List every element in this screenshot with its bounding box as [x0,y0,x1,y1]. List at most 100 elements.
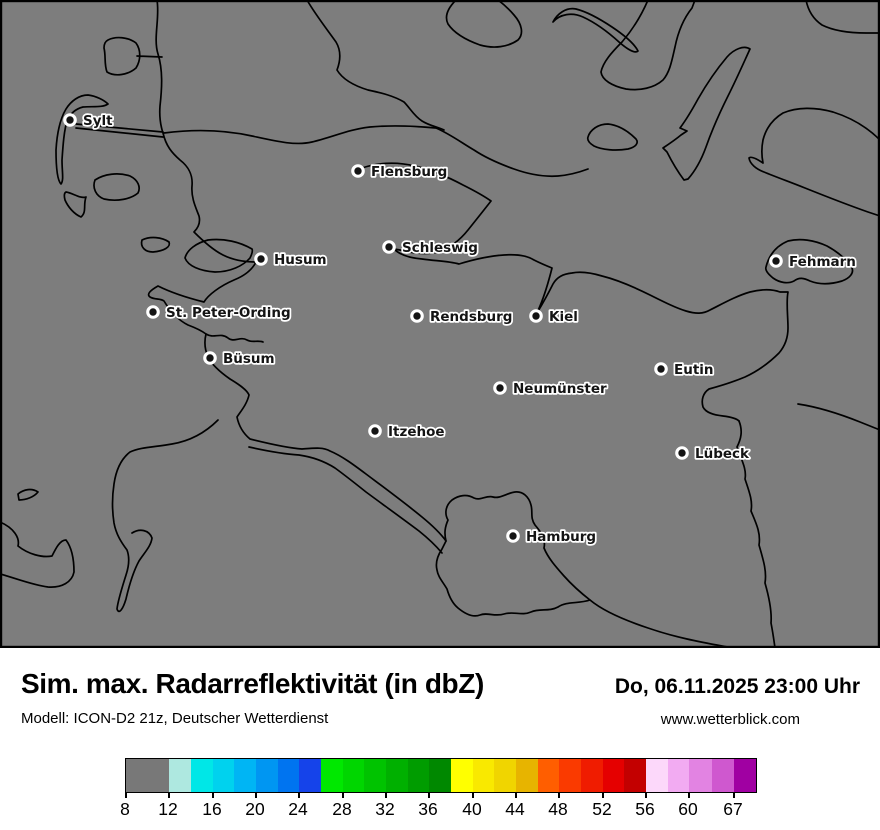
island-fehmarn [764,238,854,285]
islet-trischen [17,488,39,501]
legend-tick-mark [342,793,344,798]
coastline-denmark-east [306,0,445,131]
legend-tick-mark [515,793,517,798]
island-als [445,0,523,48]
legend-segment-48 [559,759,581,792]
island-pellworm [140,236,171,253]
city-neum-nster: Neumünster [493,379,609,399]
border-mecklenburg [736,420,776,648]
legend-segment-46 [538,759,559,792]
legend-tick-mark [602,793,604,798]
legend-tick-label: 52 [592,799,612,819]
legend-tick-mark [558,793,560,798]
model-info: Modell: ICON-D2 21z, Deutscher Wetterdie… [21,710,329,727]
city-label: Rendsburg [430,309,512,325]
legend-segment-40 [473,759,494,792]
city-marker-dot [532,312,540,320]
forecast-datetime: Do, 06.11.2025 23:00 Uhr [614,675,860,698]
legend-segment-60 [689,759,712,792]
city-marker-dot [371,427,379,435]
legend-tick-label: 56 [635,799,655,819]
city-markers-layer: Sylt Flensburg Schleswig Husum Fehmarn St. Pe… [63,111,858,547]
city-label: Flensburg [371,164,447,180]
legend-tick-label: 8 [120,799,130,819]
coastline-baltic [361,162,789,422]
legend-tick-label: 20 [245,799,265,819]
city-marker-dot [257,255,265,263]
legend-tick-label: 12 [158,799,178,819]
map-area: Sylt Flensburg Schleswig Husum Fehmarn St. Pe… [0,0,880,648]
legend-segment-20 [256,759,278,792]
city-label: Schleswig [402,240,478,256]
map-background [0,0,880,648]
legend-segment-14 [191,759,213,792]
legend-segment-44 [516,759,538,792]
city-husum: Husum [254,250,328,270]
legend-tick-mark [168,793,170,798]
legend-tick-label: 44 [505,799,525,819]
city-label: Husum [274,252,327,268]
city-marker-dot [385,243,393,251]
city-marker-dot [413,312,421,320]
city-marker-dot [496,384,504,392]
weather-map: Sylt Flensburg Schleswig Husum Fehmarn St. Pe… [0,0,880,648]
legend-tick-label: 16 [202,799,222,819]
map-frame [0,0,880,648]
coastline-layer [0,0,880,648]
peninsula-kegnaes [552,7,639,53]
city-itzehoe: Itzehoe [368,422,446,442]
legend-tick-mark [688,793,690,798]
coastline-mecklenburg-bay [797,403,880,431]
city-label: Büsum [223,351,275,367]
legend-tick-mark [212,793,214,798]
legend-tick-label: 48 [548,799,568,819]
city-marker-dot [678,449,686,457]
legend-tick-label: 24 [288,799,308,819]
city-label: Itzehoe [388,424,445,440]
city-marker-dot [149,308,157,316]
island-aeroe [586,123,638,151]
reflectivity-colorbar [125,758,757,793]
legend-tick-label: 36 [418,799,438,819]
city-hamburg: Hamburg [506,527,598,547]
website-url: www.wetterblick.com [660,711,800,728]
coastline-funen [600,0,696,91]
city-label: St. Peter-Ording [166,305,291,321]
coastline-cuxhaven-sweep [111,419,219,613]
legend-segment-36 [429,759,451,792]
city-fehmarn: Fehmarn [769,252,858,272]
river-elbe-south-bank [248,446,443,554]
legend-segment-54 [624,759,646,792]
city-label: Hamburg [526,529,596,545]
legend-tick-label: 60 [678,799,698,819]
legend-segment-22 [278,759,299,792]
city-label: Lübeck [695,446,750,462]
legend-segment-63 [712,759,734,792]
legend-segment-67 [734,759,756,792]
city-b-sum: Büsum [203,349,276,369]
legend-segment-58 [668,759,689,792]
legend-segment-56 [646,759,668,792]
coastline-wurster [0,521,75,588]
legend-segment-8 [126,759,169,792]
legend-segment-26 [321,759,343,792]
city-marker-dot [772,257,780,265]
island-sylt [55,94,109,185]
river-elbe-southeast [589,599,734,648]
legend-tick-label: 28 [332,799,352,819]
island-lolland-north [805,0,880,34]
legend-segment-52 [603,759,624,792]
legend-segment-42 [494,759,516,792]
city-l-beck: Lübeck [675,444,752,464]
city-label: Eutin [674,362,714,378]
city-marker-dot [354,167,362,175]
legend-tick-mark [125,793,127,798]
city-label: Kiel [549,309,578,325]
city-sylt: Sylt [63,111,115,131]
legend-tick-mark [645,793,647,798]
page-title: Sim. max. Radarreflektivität (in dbZ) [21,668,484,699]
city-kiel: Kiel [529,307,580,327]
legend-tick-label: 40 [462,799,482,819]
island-amrum [63,191,87,218]
